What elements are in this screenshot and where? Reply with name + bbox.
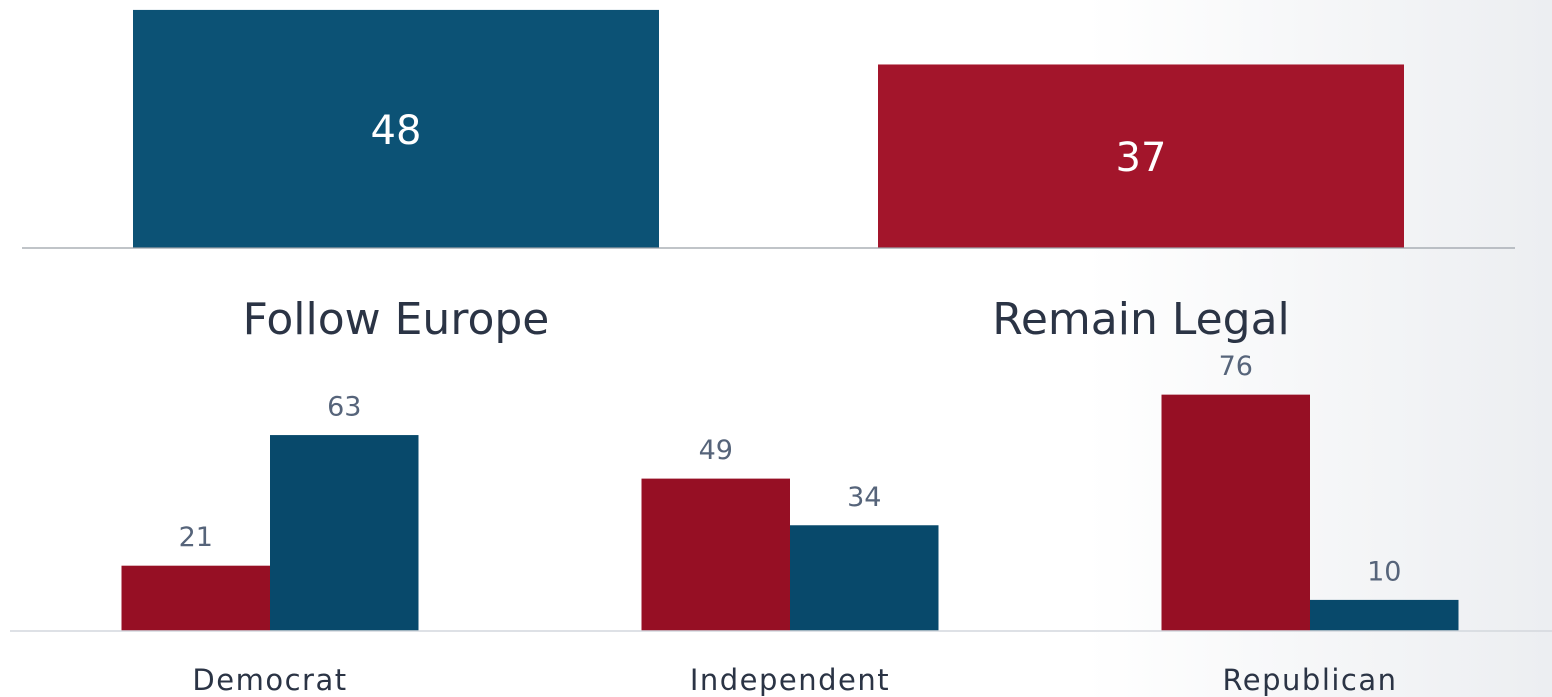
value-label: 21 bbox=[179, 522, 213, 553]
bar bbox=[1161, 394, 1310, 631]
bar bbox=[641, 478, 790, 631]
category-label: Independent bbox=[690, 663, 890, 697]
bar bbox=[270, 435, 419, 631]
value-label: 63 bbox=[327, 392, 361, 423]
bar bbox=[878, 64, 1404, 248]
category-label: Democrat bbox=[192, 663, 347, 697]
bar bbox=[133, 9, 659, 249]
bar bbox=[1310, 599, 1459, 631]
value-label: 49 bbox=[699, 435, 733, 466]
value-label: 34 bbox=[847, 482, 881, 513]
category-label: Republican bbox=[1222, 663, 1397, 697]
category-label: Follow Europe bbox=[243, 294, 550, 345]
category-label: Remain Legal bbox=[992, 294, 1290, 345]
value-label: 48 bbox=[371, 108, 422, 154]
value-label: 37 bbox=[1116, 135, 1167, 181]
bar bbox=[790, 525, 939, 631]
bar bbox=[121, 565, 270, 631]
value-label: 76 bbox=[1219, 351, 1253, 382]
value-label: 10 bbox=[1367, 556, 1401, 587]
